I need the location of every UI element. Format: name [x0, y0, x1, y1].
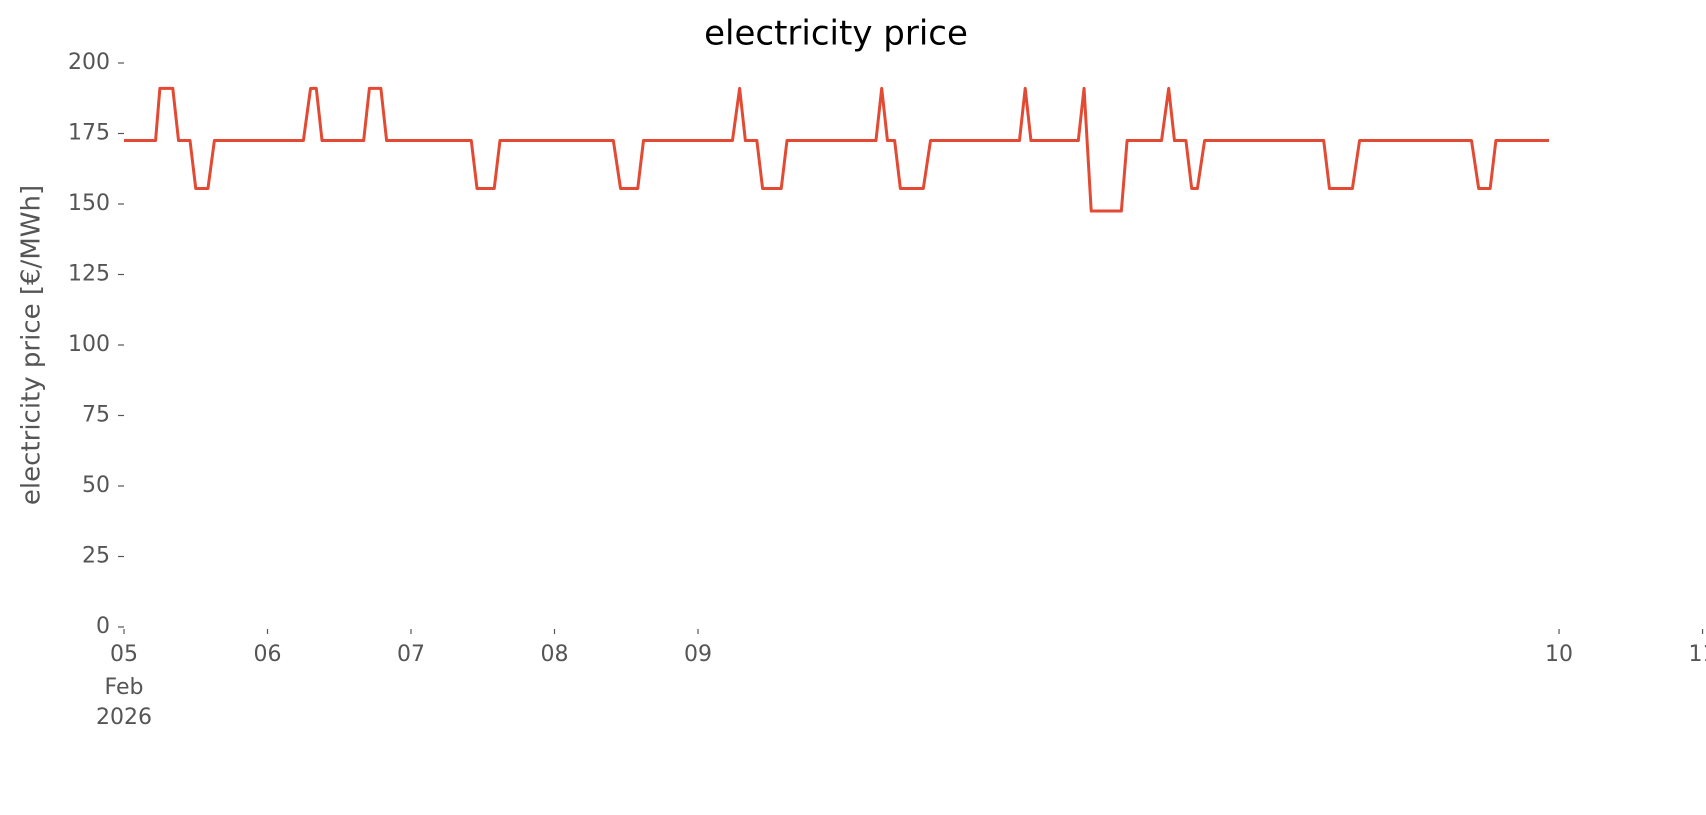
- x-tick-label: 06: [254, 642, 282, 667]
- price-line: [124, 86, 1549, 213]
- y-axis-label: electricity price [€/MWh]: [17, 185, 47, 505]
- x-tick-label: 08: [541, 642, 569, 667]
- y-tick-label: 75: [82, 403, 110, 428]
- x-tick-label: 07: [397, 642, 425, 667]
- y-tick-label: 125: [68, 262, 110, 287]
- y-tick-label: 100: [68, 332, 110, 357]
- x-tick-label: 11: [1689, 642, 1706, 667]
- x-tick-label: 10: [1545, 642, 1573, 667]
- x-tick-label: 05: [110, 642, 138, 667]
- y-tick-label: 200: [68, 50, 110, 75]
- chart-title: electricity price: [704, 14, 968, 54]
- x-date-year: 2026: [96, 705, 152, 730]
- y-tick-label: 50: [82, 473, 110, 498]
- y-tick-label: 175: [68, 121, 110, 146]
- y-tick-label: 150: [68, 191, 110, 216]
- x-date-month: Feb: [105, 675, 144, 700]
- y-tick-label: 25: [82, 544, 110, 569]
- x-tick-label: 09: [684, 642, 712, 667]
- y-tick-label: 0: [96, 614, 110, 639]
